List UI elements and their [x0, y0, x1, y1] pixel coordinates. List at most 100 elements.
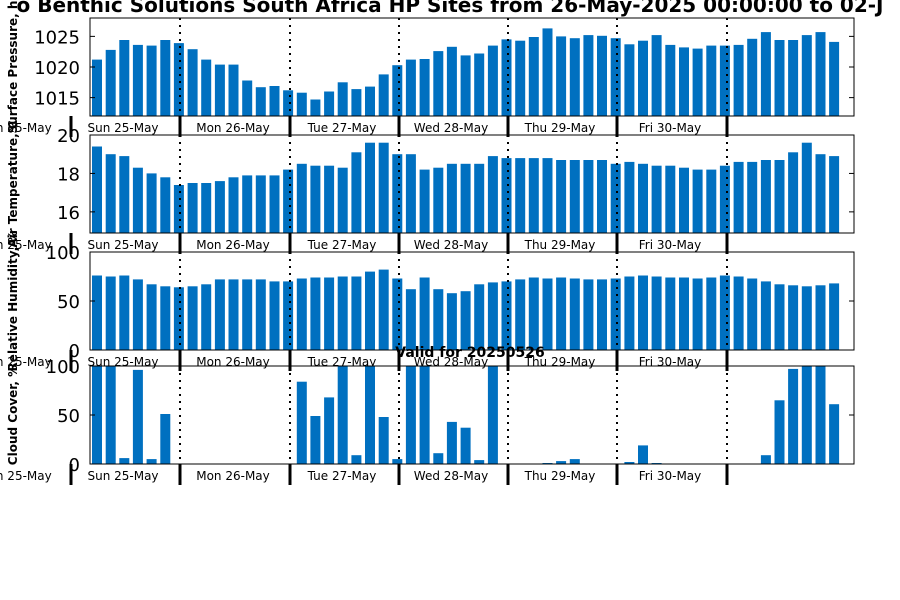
bar — [542, 28, 553, 116]
bar — [283, 90, 294, 116]
bar — [569, 459, 580, 464]
bar — [228, 177, 239, 233]
bar — [774, 40, 785, 116]
bar — [378, 142, 389, 233]
bar — [105, 366, 116, 464]
bar — [365, 142, 375, 233]
bar-series — [92, 269, 840, 350]
bar — [760, 281, 771, 350]
bar — [651, 35, 662, 116]
day-label: Mon 26-May — [196, 238, 270, 252]
bar — [638, 275, 648, 350]
bar — [201, 284, 212, 350]
bar — [569, 278, 580, 350]
bar — [624, 462, 635, 464]
bar — [187, 49, 198, 116]
bar — [815, 366, 826, 464]
bar — [365, 366, 375, 464]
bar — [92, 59, 102, 116]
day-label: Fri 30-May — [639, 121, 702, 135]
day-label: Wed 28-May — [414, 238, 488, 252]
bar — [679, 277, 689, 350]
bar — [542, 278, 553, 350]
bar — [160, 40, 171, 116]
bar — [146, 459, 157, 464]
bar — [515, 40, 526, 116]
day-label: Thu 29-May — [524, 121, 596, 135]
bar — [528, 277, 539, 350]
y-axis-label: Cloud Cover, % — [6, 365, 20, 465]
bar — [501, 39, 512, 116]
bar — [733, 276, 744, 350]
day-label: Tue 27-May — [307, 238, 377, 252]
bar — [419, 59, 430, 116]
bar — [324, 91, 335, 116]
y-tick-label: 0 — [69, 455, 80, 476]
bar — [719, 45, 730, 116]
day-label: Mon 26-May — [196, 121, 270, 135]
bar — [829, 283, 840, 350]
bar — [583, 160, 594, 233]
bar — [283, 169, 294, 233]
bar — [624, 44, 635, 116]
bar — [405, 289, 416, 350]
bar — [296, 92, 307, 116]
bar — [597, 160, 607, 233]
bar — [583, 279, 594, 350]
bar — [556, 461, 567, 464]
bar — [801, 142, 812, 233]
bar — [324, 277, 335, 350]
bar — [242, 80, 253, 116]
bar — [679, 167, 689, 233]
bar — [242, 279, 253, 350]
bar — [760, 32, 771, 116]
bar — [815, 154, 826, 233]
bar — [92, 146, 102, 233]
bar-series — [92, 28, 840, 116]
bar — [310, 416, 321, 464]
bar — [255, 87, 266, 116]
bar — [719, 275, 730, 350]
bar — [119, 275, 130, 350]
bar — [474, 53, 485, 116]
bar — [829, 404, 840, 464]
bar — [296, 381, 307, 464]
bar — [747, 278, 758, 350]
bar — [351, 152, 362, 233]
bar — [556, 36, 567, 116]
bar — [419, 366, 430, 464]
bar — [283, 281, 294, 350]
y-axis-label: Relative Humidity, % — [6, 231, 20, 372]
bar — [419, 169, 430, 233]
bar — [474, 460, 485, 464]
bar — [487, 45, 498, 116]
bar — [474, 284, 485, 350]
bar — [747, 161, 758, 233]
day-label: Wed 28-May — [414, 469, 488, 483]
bar — [446, 293, 457, 350]
bar — [801, 286, 812, 350]
bar — [92, 366, 102, 464]
day-label: Thu 29-May — [524, 238, 596, 252]
y-tick-label: 1020 — [34, 58, 80, 79]
bar — [733, 44, 744, 116]
y-tick-label: 18 — [57, 164, 80, 185]
bar — [583, 35, 594, 116]
bar — [296, 278, 307, 350]
bar — [365, 271, 375, 350]
day-label: Mon 26-May — [196, 469, 270, 483]
bar — [651, 165, 662, 233]
bar — [132, 44, 143, 116]
bar — [92, 275, 102, 350]
bar — [310, 277, 321, 350]
y-tick-label: 1025 — [34, 27, 80, 48]
bar — [433, 51, 444, 116]
bar — [119, 40, 130, 116]
day-label: un 25-May — [0, 355, 52, 369]
bar — [119, 458, 130, 464]
bar — [569, 38, 580, 116]
bar — [378, 269, 389, 350]
bar-series — [92, 366, 840, 464]
y-axis-label: Air Temperature, C — [6, 120, 20, 248]
